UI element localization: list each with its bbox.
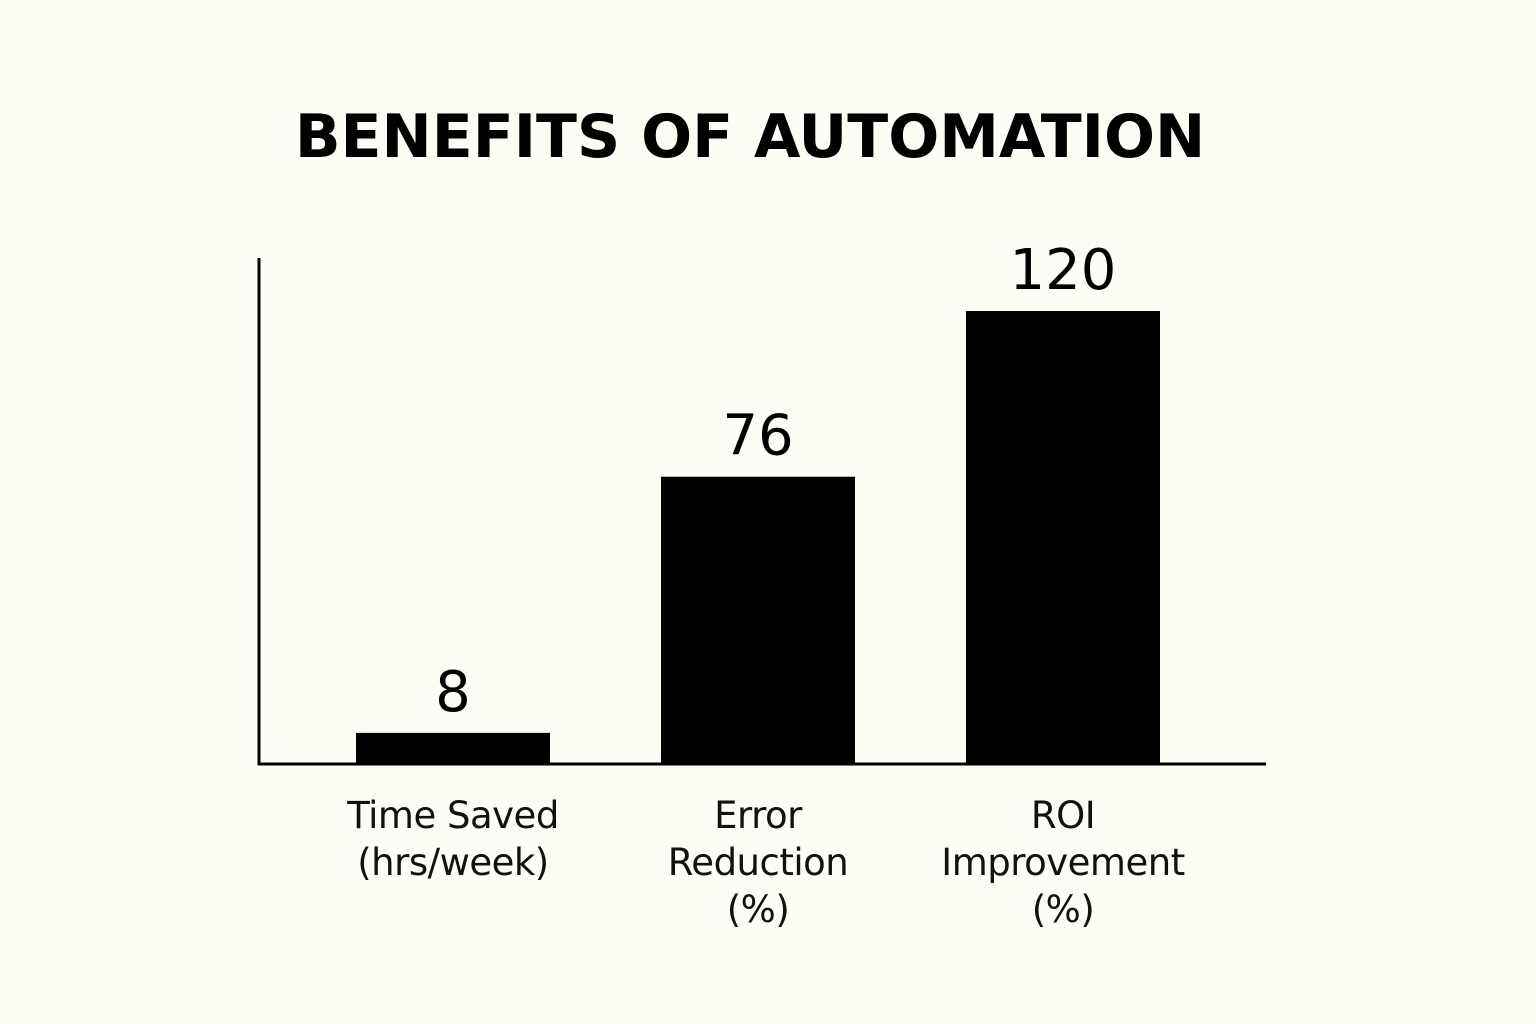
- x-tick-label: Time Saved (hrs/week): [347, 794, 559, 884]
- bar: [966, 311, 1160, 763]
- bar: [356, 732, 550, 763]
- value-label: 8: [435, 660, 471, 725]
- x-tick-label: ROI Improvement (%): [941, 794, 1185, 931]
- x-tick-label: Error Reduction (%): [667, 794, 849, 931]
- bar: [661, 476, 855, 763]
- chart-title: BENEFITS OF AUTOMATION: [295, 102, 1205, 172]
- value-label: 76: [722, 404, 793, 469]
- value-label: 120: [1010, 238, 1117, 303]
